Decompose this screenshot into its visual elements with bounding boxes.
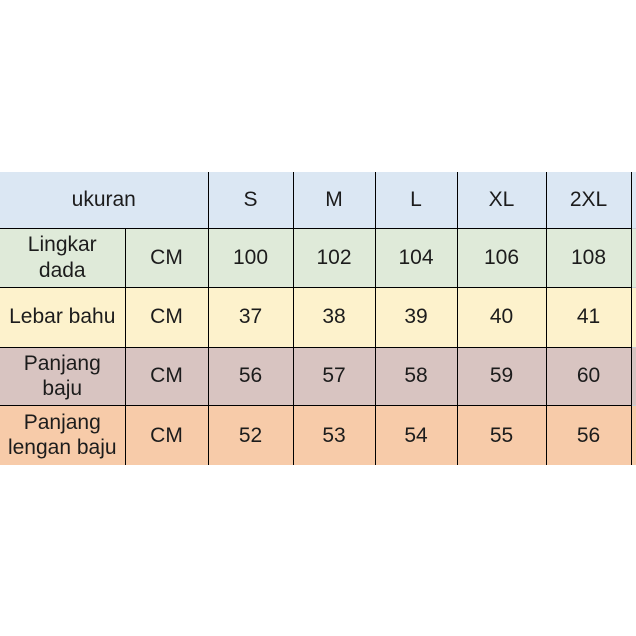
cell-value: 39 [374,286,458,348]
sliver-row-block [632,228,636,287]
header-size-xl: XL [456,172,547,229]
cell-value: 57 [292,346,376,406]
cell-value: 58 [374,346,458,406]
header-size-2xl: 2XL [545,172,632,229]
row-label: Panjang baju [0,346,126,406]
cell-value: 54 [374,404,458,465]
header-size-s: S [207,172,294,229]
cell-value: 102 [292,227,376,288]
cell-value: 104 [374,227,458,288]
table-header-row: ukuran S M L XL 2XL [0,172,632,229]
cell-value: 108 [545,227,632,288]
cell-value: 40 [456,286,547,348]
sliver-header-block [632,172,636,228]
sliver-row-block [632,347,636,405]
header-size-label: ukuran [0,172,209,229]
header-size-l: L [374,172,458,229]
cell-value: 52 [207,404,294,465]
cell-value: 55 [456,404,547,465]
row-unit: CM [124,286,209,348]
cropped-next-column-sliver [632,172,636,465]
sliver-row-block [632,405,636,465]
cell-value: 59 [456,346,547,406]
sliver-row-block [632,287,636,347]
table-row-panjang-baju: Panjang baju CM 56 57 58 59 60 [0,346,632,406]
row-label: Panjang lengan baju [0,404,126,465]
cell-value: 106 [456,227,547,288]
row-unit: CM [124,227,209,288]
cell-value: 41 [545,286,632,348]
row-unit: CM [124,346,209,406]
row-unit: CM [124,404,209,465]
cell-value: 53 [292,404,376,465]
cell-value: 60 [545,346,632,406]
header-size-m: M [292,172,376,229]
table-row-panjang-lengan-baju: Panjang lengan baju CM 52 53 54 55 56 [0,404,632,465]
table-row-lebar-bahu: Lebar bahu CM 37 38 39 40 41 [0,286,632,348]
table-row-lingkar-dada: Lingkar dada CM 100 102 104 106 108 [0,227,632,288]
cell-value: 56 [207,346,294,406]
cell-value: 56 [545,404,632,465]
cell-value: 38 [292,286,376,348]
cell-value: 37 [207,286,294,348]
cell-value: 100 [207,227,294,288]
row-label: Lingkar dada [0,227,126,288]
row-label: Lebar bahu [0,286,126,348]
size-chart-table: ukuran S M L XL 2XL Lingkar dada CM 100 … [0,172,632,465]
